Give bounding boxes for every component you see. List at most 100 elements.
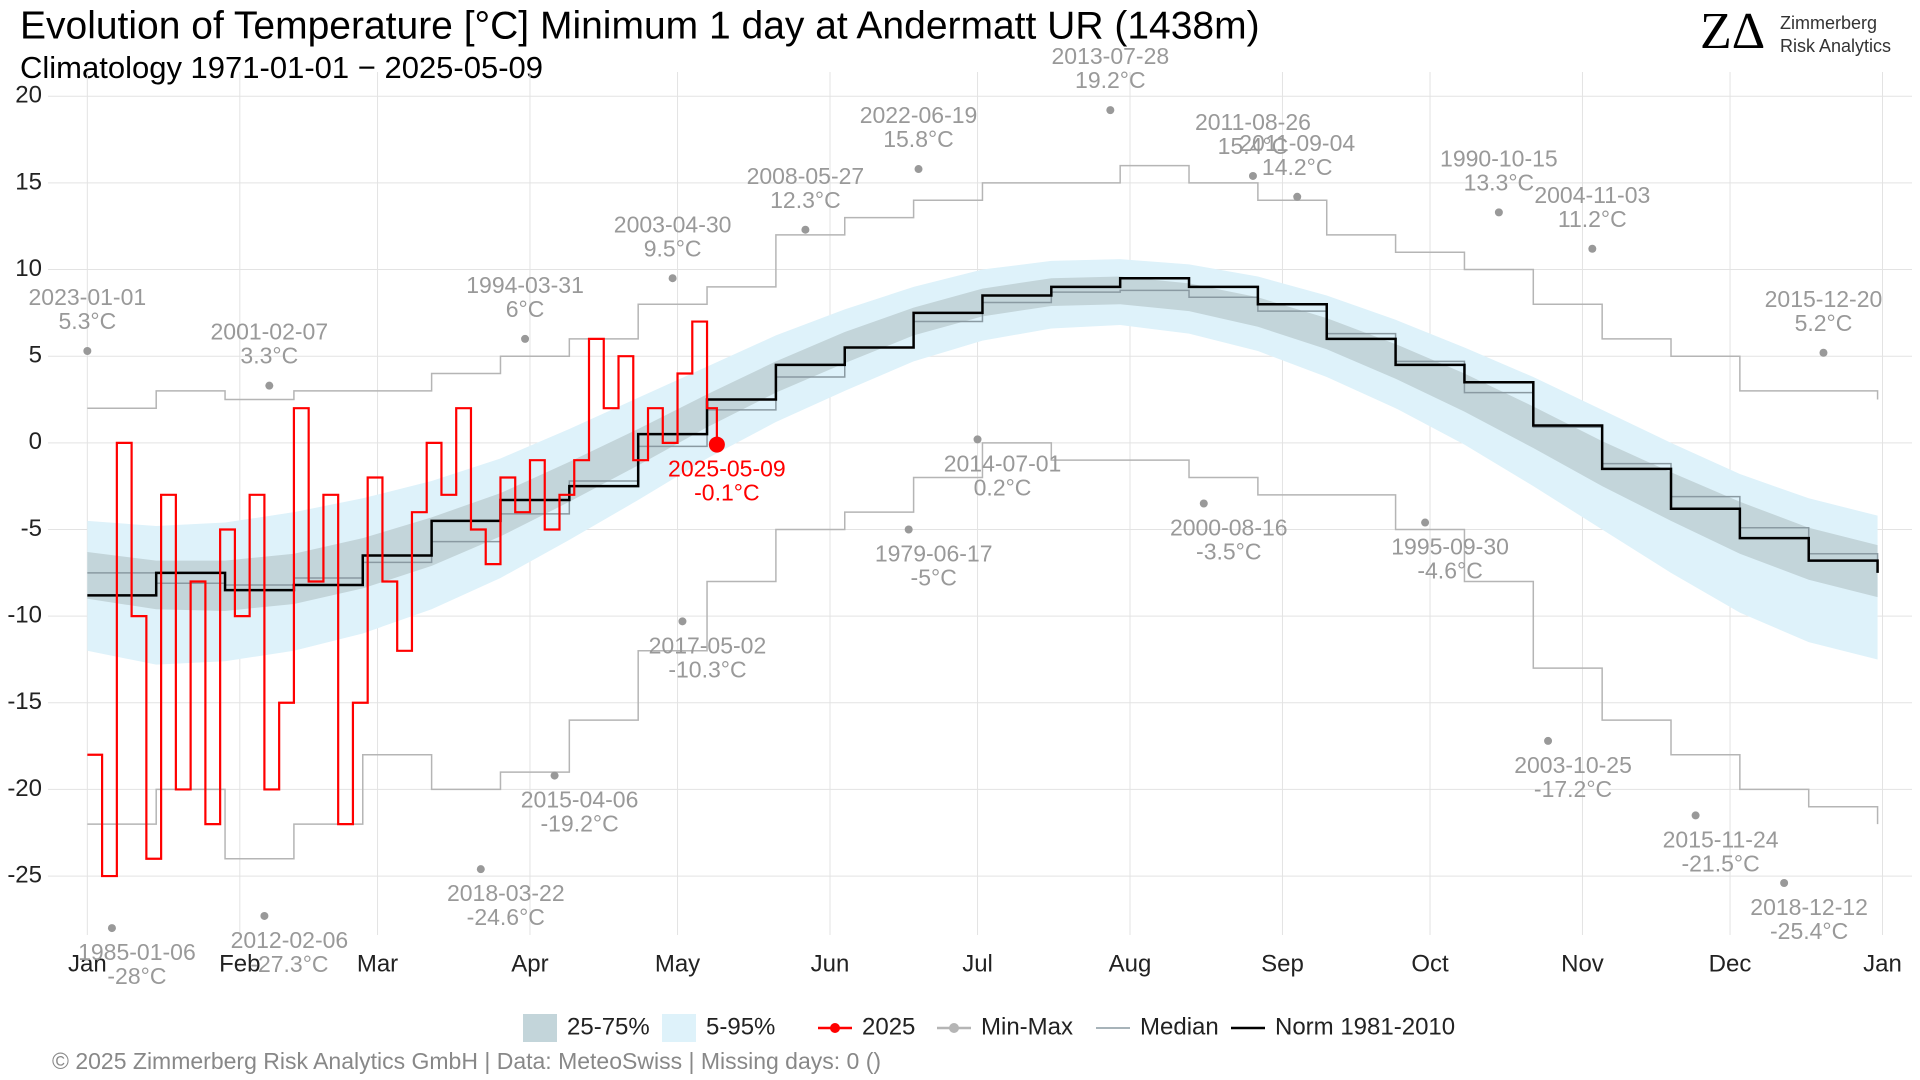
legend-label: Median [1140,1013,1219,1040]
annotation-value: 0.2°C [974,474,1032,500]
y-tick-label: 20 [15,82,42,109]
x-tick-label: Mar [357,950,398,977]
annotation-value: -25.4°C [1770,918,1848,944]
logo-name: Zimmerberg [1780,13,1877,33]
legend-swatch [523,1014,557,1042]
record-point [1199,499,1208,508]
annotation-value: 19.2°C [1075,67,1146,93]
annotation-date: 2018-12-12 [1750,894,1868,920]
annotation-date: 2003-04-30 [614,211,732,237]
record-point [1248,171,1257,180]
annotation-value: 5.3°C [58,308,116,334]
annotation-value: -17.2°C [1534,776,1612,802]
annotation-value: -10.3°C [668,656,746,682]
y-tick-label: -5 [21,515,42,542]
annotation-date: 2022-06-19 [860,102,978,128]
record-point [1819,348,1828,357]
annotation-value: 13.3°C [1464,169,1535,195]
annotation-value: -3.5°C [1196,539,1261,565]
record-point [708,436,725,453]
legend-dot [830,1023,840,1033]
logo-mark: ZΔ [1700,3,1765,60]
footer: © 2025 Zimmerberg Risk Analytics GmbH | … [52,1048,881,1074]
annotation-value: 15.8°C [883,126,954,152]
record-point [904,525,913,534]
record-point [1421,518,1430,527]
x-tick-label: Jan [1863,950,1902,977]
x-tick-label: Jan [68,950,107,977]
current-line [87,320,718,878]
annotation-value: -21.5°C [1681,851,1759,877]
x-tick-label: Aug [1109,950,1152,977]
annotation-date: 2018-03-22 [447,880,565,906]
annotation-value: -24.6°C [467,904,545,930]
annotation-date: 2015-04-06 [521,787,639,813]
annotation-date: 2013-07-28 [1052,43,1170,69]
y-tick-label: 5 [29,342,42,369]
record-point [265,381,274,390]
x-tick-label: May [655,950,700,977]
band [87,276,1878,611]
annotation-date: 2000-08-16 [1170,515,1288,541]
legend-swatch [662,1014,696,1042]
record-point [550,771,559,780]
record-point [476,865,485,874]
record-point [678,617,687,626]
annotation-value: -28°C [107,963,166,989]
x-tick-label: Sep [1261,950,1304,977]
record-point [1588,244,1597,253]
annotation-date: 2015-12-20 [1765,286,1883,312]
legend-label: Min-Max [981,1013,1073,1040]
annotation-date: 2001-02-07 [210,319,328,345]
annotation-value: 15.4°C [1218,133,1289,159]
x-tick-label: Feb [219,950,260,977]
record-point [107,924,116,933]
norm-line [87,276,1879,597]
y-tick-label: 0 [29,428,42,455]
legend-dot [949,1023,959,1033]
max-line [87,164,1879,409]
legend-label: 25-75% [567,1013,650,1040]
legend-label: 5-95% [706,1013,775,1040]
record-point [1780,879,1789,888]
record-point [801,225,810,234]
annotation-date: 1985-01-06 [78,939,196,965]
annotation-date: 1990-10-15 [1440,145,1558,171]
annotation-value: -19.2°C [540,811,618,837]
y-tick-label: -20 [7,775,42,802]
record-point [668,274,677,283]
annotation-value: 9.5°C [644,235,702,261]
record-point [1494,208,1503,217]
y-tick-label: -15 [7,688,42,715]
annotation-value: 3.3°C [240,343,298,369]
annotation-value: -0.1°C [694,480,759,506]
annotation-date: 2004-11-03 [1534,182,1650,208]
annotation-value: -5°C [911,565,957,591]
annotation-date: 2014-07-01 [944,450,1062,476]
annotation-date: 2012-02-06 [231,927,349,953]
x-tick-label: Nov [1561,950,1604,977]
annotation-date: 2025-05-09 [668,456,786,482]
annotation-date: 2015-11-24 [1663,827,1779,853]
annotation-value: 12.3°C [770,187,841,213]
x-tick-label: Oct [1411,950,1449,977]
x-tick-label: Jul [962,950,993,977]
record-point [1544,736,1553,745]
chart-subtitle: Climatology 1971-01-01 − 2025-05-09 [20,50,543,85]
annotation-value: -4.6°C [1417,558,1482,584]
annotation-date: 1994-03-31 [466,272,584,298]
logo-name: Risk Analytics [1780,36,1891,56]
min-line [87,442,1879,860]
annotation-date: 2011-09-04 [1239,130,1355,156]
x-tick-label: Dec [1709,950,1752,977]
y-tick-label: 10 [15,255,42,282]
x-tick-label: Jun [811,950,850,977]
annotation-value: 6°C [506,296,545,322]
annotation-value: 14.2°C [1262,154,1333,180]
annotation-date: 1995-09-30 [1391,534,1509,560]
annotation-date: 2023-01-01 [29,284,147,310]
record-point [973,435,982,444]
record-point [914,165,923,174]
annotation-value: 11.2°C [1558,206,1627,232]
